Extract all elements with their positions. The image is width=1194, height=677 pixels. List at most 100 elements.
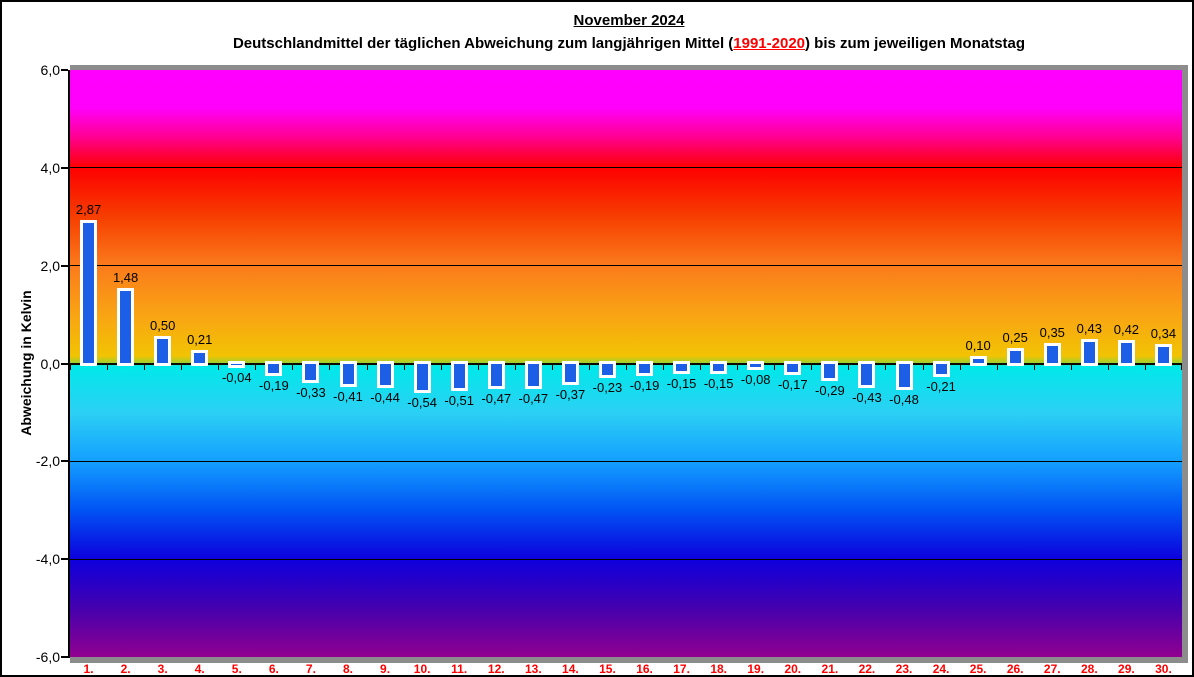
chart-subtitle: Deutschlandmittel der täglichen Abweichu… (62, 35, 1192, 52)
bar-day-8. (339, 360, 357, 387)
bar-value-label: 0,10 (965, 337, 991, 353)
gridline--4 (70, 558, 1182, 560)
bar-day-5. (228, 360, 246, 369)
bar-value-label: 0,50 (150, 318, 176, 334)
bar-day-21. (821, 360, 839, 381)
bar-day-29. (1117, 339, 1135, 367)
bar-value-label: -0,19 (629, 377, 660, 393)
bar-value-label: 0,43 (1076, 321, 1102, 337)
x-axis-day-label: 24. (932, 662, 950, 676)
x-axis-tick (477, 364, 479, 370)
reference-period-highlight: 1991-2020 (733, 35, 806, 52)
x-axis-tick (700, 364, 702, 370)
x-axis-tick (514, 364, 516, 370)
chart-subtitle-part2: ) bis zum jeweiligen Monatstag (805, 35, 1026, 52)
bar-value-label: 2,87 (75, 202, 102, 218)
bar-value-label: -0,21 (926, 378, 956, 394)
y-axis-tick-label: 0,0 (40, 355, 60, 372)
x-axis-day-label: 9. (380, 662, 391, 676)
bar-day-19. (747, 360, 765, 371)
gridline--2 (70, 460, 1182, 462)
x-axis-day-label: 7. (305, 662, 316, 676)
bar-value-label: -0,15 (703, 375, 734, 391)
bar-value-label: 0,42 (1113, 321, 1140, 337)
y-axis-tick-label: 4,0 (40, 159, 60, 176)
bar-day-28. (1080, 339, 1098, 367)
y-axis-tick-label: -2,0 (35, 453, 60, 470)
bar-day-7. (302, 360, 320, 383)
x-axis-day-label: 20. (784, 662, 802, 676)
y-axis-tick-label: -4,0 (35, 551, 60, 568)
y-axis-tick-label: -6,0 (35, 649, 60, 665)
bar-day-26. (1006, 348, 1024, 367)
bar-day-13. (524, 360, 542, 390)
x-axis-day-label: 8. (342, 662, 354, 676)
bar-day-6. (265, 360, 283, 376)
x-axis-day-label: 30. (1155, 662, 1172, 676)
x-axis-day-label: 22. (858, 662, 876, 676)
bar-value-label: 0,34 (1150, 325, 1177, 341)
bar-value-label: -0,44 (370, 390, 400, 406)
y-axis-tick (61, 264, 68, 267)
y-axis-tick (61, 166, 68, 169)
chart-title-month: November 2024 (573, 12, 685, 29)
x-axis-tick (774, 364, 776, 370)
bar-day-22. (858, 360, 876, 388)
bar-day-27. (1043, 343, 1061, 367)
bar-value-label: 0,25 (1002, 330, 1028, 346)
bar-value-label: -0,08 (740, 372, 771, 388)
x-axis-day-label: 21. (821, 662, 839, 676)
bar-value-label: -0,33 (296, 384, 326, 400)
x-axis-tick (996, 364, 998, 370)
x-axis-tick (440, 364, 442, 370)
y-axis-tick (61, 558, 68, 561)
y-axis-tick (61, 656, 68, 658)
x-axis-day-label: 19. (747, 662, 765, 676)
x-axis-day-label: 12. (487, 662, 505, 676)
bar-value-label: -0,29 (815, 382, 845, 398)
bar-day-10. (413, 360, 431, 393)
bar-value-label: 1,48 (112, 270, 139, 286)
bar-value-label: -0,54 (407, 394, 437, 410)
bar-day-1. (80, 220, 98, 367)
x-axis-tick (70, 364, 71, 370)
bar-day-12. (487, 360, 505, 390)
bar-day-16. (636, 360, 654, 376)
bar-value-label: 0,21 (187, 332, 213, 348)
x-axis-day-label: 13. (524, 662, 542, 676)
bar-value-label: -0,47 (481, 391, 512, 407)
x-axis-tick (551, 364, 553, 370)
bar-value-label: -0,48 (889, 391, 919, 407)
x-axis-tick (107, 364, 109, 370)
bar-value-label: -0,51 (444, 393, 475, 409)
x-axis-day-label: 4. (194, 662, 205, 676)
x-axis-tick (1181, 364, 1182, 370)
bar-value-label: -0,37 (555, 386, 586, 402)
bar-day-2. (117, 288, 135, 367)
x-axis-tick (366, 364, 368, 370)
x-axis-day-label: 6. (268, 662, 279, 676)
bar-value-label: -0,43 (852, 389, 882, 405)
x-axis-tick (626, 364, 627, 370)
x-axis-tick (403, 364, 405, 370)
x-axis-day-label: 15. (599, 662, 616, 676)
x-axis-day-label: 5. (231, 662, 242, 676)
x-axis-tick (1144, 364, 1146, 370)
x-axis-day-label: 26. (1006, 662, 1024, 676)
chart-subtitle-part1: Deutschlandmittel der täglichen Abweichu… (232, 35, 734, 52)
bar-day-9. (376, 360, 394, 389)
y-axis-tick-label: 2,0 (40, 257, 60, 274)
x-axis-day-label: 16. (636, 662, 653, 676)
x-axis-tick (848, 364, 850, 370)
plot-area (70, 70, 1182, 657)
x-axis-day-label: 27. (1043, 662, 1061, 676)
bar-value-label: -0,23 (592, 379, 623, 395)
x-axis-tick (1107, 364, 1109, 370)
gridline-2 (70, 265, 1182, 267)
x-axis-tick (1070, 364, 1072, 370)
x-axis-tick (811, 364, 813, 370)
x-axis-tick (922, 364, 924, 370)
y-axis-tick (61, 460, 68, 463)
bar-value-label: -0,04 (221, 370, 252, 386)
